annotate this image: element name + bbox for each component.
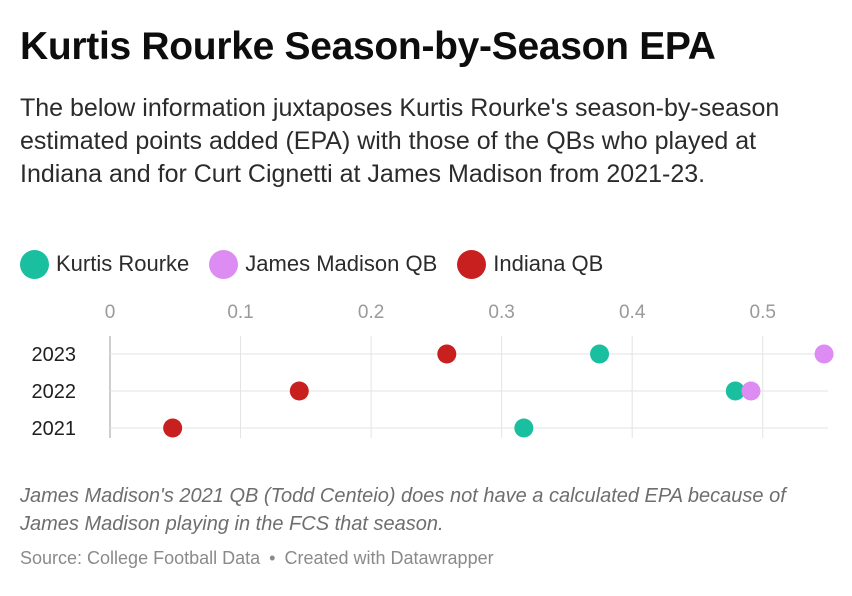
legend-label-indiana-qb: Indiana QB <box>493 251 604 276</box>
legend-item-kurtis-rourke: Kurtis Rourke <box>20 249 190 279</box>
data-point-james-madison-qb <box>814 344 834 364</box>
chart-subtitle: The below information juxtaposes Kurtis … <box>20 94 780 188</box>
source-text: Source: College Football Data <box>20 548 261 568</box>
legend-label-kurtis-rourke: Kurtis Rourke <box>56 251 190 276</box>
chart-title: Kurtis Rourke Season-by-Season EPA <box>20 25 716 68</box>
legend-label-james-madison-qb: James Madison QB <box>245 251 438 276</box>
source-separator: • <box>269 548 276 568</box>
x-tick-label: 0.4 <box>619 302 646 323</box>
y-category-label: 2022 <box>32 381 77 403</box>
x-tick-label: 0.5 <box>750 302 776 323</box>
data-point-indiana-qb <box>163 418 183 438</box>
credit-text: Created with Datawrapper <box>284 548 494 568</box>
y-category-label: 2023 <box>32 344 77 366</box>
x-tick-label: 0.2 <box>358 302 384 323</box>
dot-plot: 0 0.1 0.2 0.3 0.4 0.5 2023 2022 2021 <box>32 302 834 440</box>
data-point-indiana-qb <box>437 344 457 364</box>
data-point-kurtis-rourke <box>725 381 745 401</box>
data-point-kurtis-rourke <box>514 418 534 438</box>
data-point-kurtis-rourke <box>590 344 610 364</box>
x-tick-label: 0.3 <box>488 302 514 323</box>
data-point-indiana-qb <box>289 381 309 401</box>
x-tick-label: 0 <box>105 302 116 323</box>
source-line: Source: College Football Data • Created … <box>20 548 494 569</box>
data-point-james-madison-qb <box>741 381 761 401</box>
legend: Kurtis Rourke James Madison QB Indiana Q… <box>20 248 623 280</box>
legend-swatch-kurtis-rourke <box>20 249 49 279</box>
legend-item-james-madison-qb: James Madison QB <box>209 249 438 279</box>
legend-item-indiana-qb: Indiana QB <box>457 249 604 279</box>
legend-swatch-indiana-qb <box>457 249 487 279</box>
chart-note: James Madison's 2021 QB (Todd Centeio) d… <box>20 485 786 535</box>
x-tick-label: 0.1 <box>227 302 253 323</box>
y-category-label: 2021 <box>32 418 77 440</box>
legend-swatch-james-madison-qb <box>209 249 239 279</box>
